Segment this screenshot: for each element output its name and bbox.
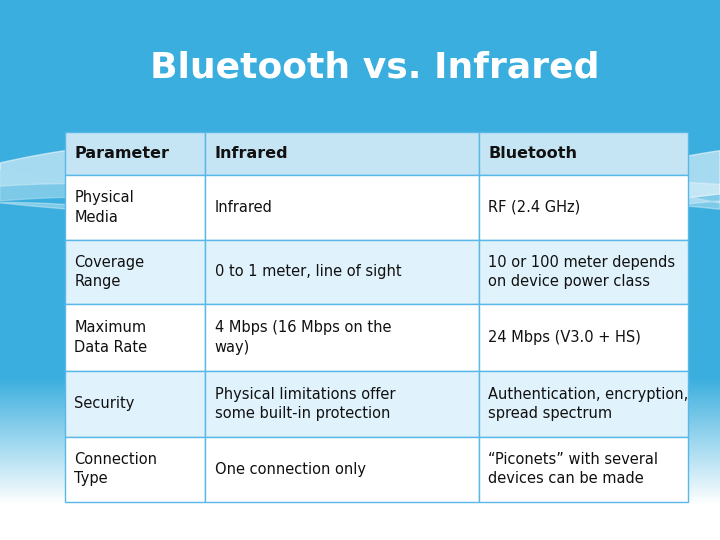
Bar	[479, 240, 688, 304]
Text: Bluetooth vs. Infrared: Bluetooth vs. Infrared	[150, 51, 599, 84]
Text: Bluetooth: Bluetooth	[488, 146, 577, 161]
Bar	[479, 371, 688, 436]
Bar	[205, 132, 479, 176]
Text: “Piconets” with several
devices can be made: “Piconets” with several devices can be m…	[488, 453, 658, 487]
Text: Maximum
Data Rate: Maximum Data Rate	[74, 320, 148, 355]
Bar	[65, 304, 205, 371]
Bar	[479, 132, 688, 176]
Bar	[205, 176, 479, 240]
Text: Parameter: Parameter	[74, 146, 169, 161]
Text: 4 Mbps (16 Mbps on the
way): 4 Mbps (16 Mbps on the way)	[215, 320, 391, 355]
Bar	[65, 240, 205, 304]
Bar	[65, 176, 205, 240]
Bar	[65, 132, 205, 176]
Text: Infrared: Infrared	[215, 200, 272, 215]
Bar	[479, 304, 688, 371]
Text: One connection only: One connection only	[215, 462, 366, 477]
Bar	[65, 371, 205, 436]
Text: Physical limitations offer
some built-in protection: Physical limitations offer some built-in…	[215, 387, 395, 421]
Text: Connection
Type: Connection Type	[74, 453, 157, 487]
Bar	[205, 371, 479, 436]
Bar	[479, 436, 688, 502]
Text: Physical
Media: Physical Media	[74, 191, 134, 225]
Text: Infrared: Infrared	[215, 146, 288, 161]
Bar	[205, 240, 479, 304]
Bar	[479, 176, 688, 240]
Text: 0 to 1 meter, line of sight: 0 to 1 meter, line of sight	[215, 265, 401, 279]
Text: 10 or 100 meter depends
on device power class: 10 or 100 meter depends on device power …	[488, 255, 675, 289]
Text: RF (2.4 GHz): RF (2.4 GHz)	[488, 200, 580, 215]
Bar	[205, 436, 479, 502]
Bar	[0, 505, 720, 540]
Text: 24 Mbps (V3.0 + HS): 24 Mbps (V3.0 + HS)	[488, 330, 641, 345]
Bar	[205, 304, 479, 371]
Text: Security: Security	[74, 396, 135, 411]
Text: Authentication, encryption,
spread spectrum: Authentication, encryption, spread spect…	[488, 387, 688, 421]
Bar	[65, 436, 205, 502]
Text: Coverage
Range: Coverage Range	[74, 255, 144, 289]
